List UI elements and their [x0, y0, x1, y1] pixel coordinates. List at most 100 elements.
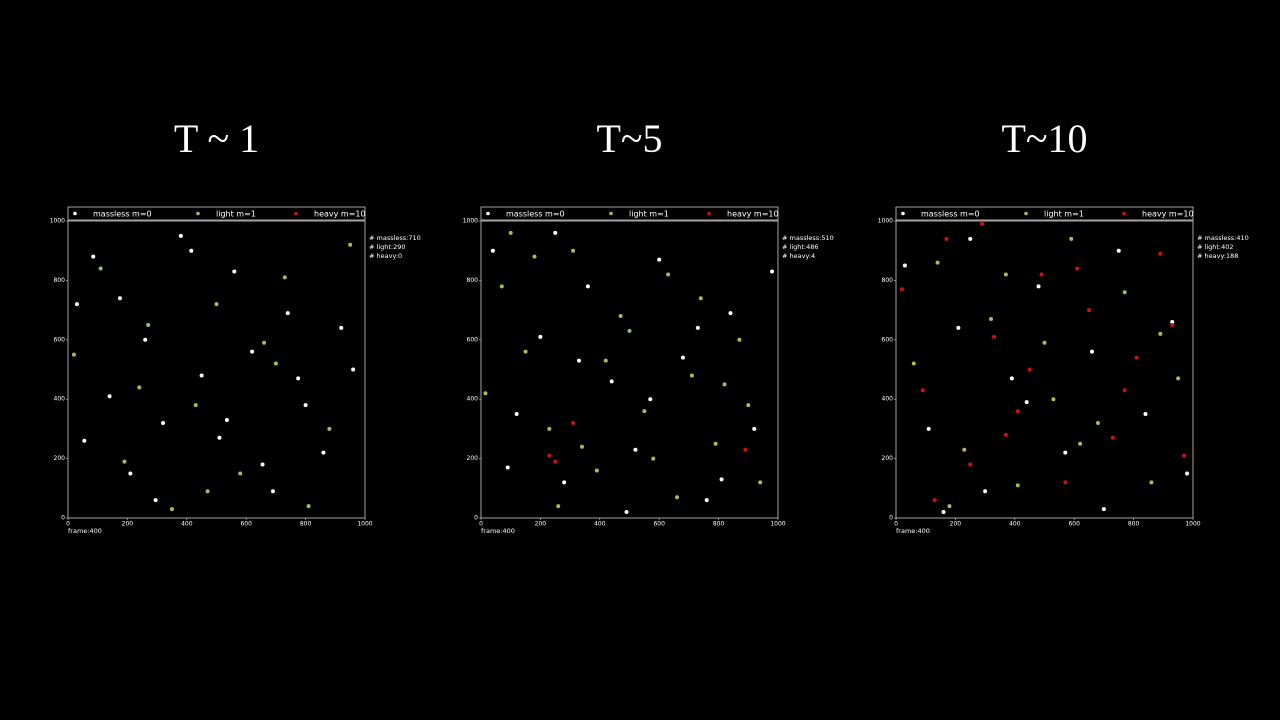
particle — [547, 426, 552, 431]
particle — [1063, 450, 1068, 455]
particle — [351, 367, 356, 372]
particle — [137, 385, 142, 390]
particle — [348, 242, 353, 247]
x-tick-label: 1000 — [1185, 521, 1200, 528]
particle — [1027, 367, 1032, 372]
particle — [698, 296, 703, 301]
particle — [1176, 376, 1181, 381]
y-tick-label: 200 — [467, 455, 479, 462]
count-label: # light:486 — [782, 243, 819, 251]
particle — [642, 409, 647, 414]
particle — [217, 435, 222, 440]
chart-title: T ~ 1 — [174, 116, 259, 161]
x-tick-label: 200 — [122, 521, 134, 528]
particle — [538, 334, 543, 339]
legend-marker — [1024, 211, 1028, 216]
legend-marker — [294, 211, 298, 216]
particle — [1170, 319, 1175, 324]
particle — [193, 403, 198, 408]
y-tick-label: 400 — [54, 396, 66, 403]
particle — [1149, 480, 1154, 485]
legend-marker — [1122, 211, 1126, 216]
legend-label: heavy m=10 — [314, 210, 366, 219]
particle — [689, 373, 694, 378]
x-tick-label: 400 — [594, 521, 606, 528]
particle — [633, 447, 638, 452]
particle — [594, 468, 599, 473]
particle — [603, 358, 608, 363]
particle — [1182, 453, 1187, 458]
particle — [648, 397, 653, 402]
particle — [562, 480, 567, 485]
legend-marker — [73, 211, 77, 216]
particle — [1024, 400, 1029, 405]
particle — [306, 504, 311, 509]
legend-box — [480, 206, 779, 221]
y-tick-label: 0 — [61, 515, 65, 522]
particle — [1003, 432, 1008, 437]
legend-label: light m=1 — [629, 210, 669, 219]
particle — [911, 361, 916, 366]
particle — [1015, 483, 1020, 488]
x-tick-label: 0 — [479, 521, 483, 528]
chart-title: T~5 — [596, 116, 662, 161]
particle — [902, 263, 907, 268]
particle — [758, 480, 763, 485]
particle — [499, 284, 504, 289]
particle — [666, 272, 671, 277]
legend-marker — [901, 211, 905, 216]
y-tick-label: 1000 — [50, 218, 65, 225]
particle — [920, 388, 925, 393]
count-label: # light:290 — [369, 243, 406, 251]
x-tick-label: 600 — [653, 521, 665, 528]
particle — [339, 325, 344, 330]
particle — [296, 376, 301, 381]
particle — [680, 355, 685, 360]
particle — [1039, 272, 1044, 277]
particle — [260, 462, 265, 467]
particle — [508, 230, 513, 235]
particle — [968, 236, 973, 241]
particle — [968, 462, 973, 467]
particle — [989, 317, 994, 322]
particle — [1090, 349, 1095, 354]
y-tick-label: 1000 — [878, 218, 893, 225]
x-tick-label: 800 — [1128, 521, 1140, 528]
particle — [609, 379, 614, 384]
particle — [169, 507, 174, 512]
particle — [944, 236, 949, 241]
particle — [992, 334, 997, 339]
particle — [505, 465, 510, 470]
frame-label: frame:400 — [68, 527, 102, 535]
particle — [1143, 412, 1148, 417]
particle — [122, 459, 127, 464]
y-tick-label: 200 — [882, 455, 894, 462]
particle — [128, 471, 133, 476]
x-tick-label: 800 — [713, 521, 725, 528]
y-tick-label: 1000 — [463, 218, 478, 225]
count-label: # heavy:0 — [369, 252, 402, 260]
legend-marker — [707, 211, 711, 216]
count-label: # heavy:4 — [782, 252, 815, 260]
y-tick-label: 400 — [882, 396, 894, 403]
particle — [728, 311, 733, 316]
legend-marker — [486, 211, 490, 216]
y-tick-label: 600 — [882, 336, 894, 343]
particle — [743, 447, 748, 452]
particle — [1075, 266, 1080, 271]
particle — [713, 441, 718, 446]
particle — [146, 322, 151, 327]
x-tick-label: 200 — [535, 521, 547, 528]
particle — [1158, 251, 1163, 256]
particle — [107, 394, 112, 399]
particle — [770, 269, 775, 274]
particle — [1078, 441, 1083, 446]
particle — [651, 456, 656, 461]
particle — [327, 426, 332, 431]
x-tick-label: 600 — [1068, 521, 1080, 528]
legend-label: massless m=0 — [93, 210, 152, 219]
particle — [746, 403, 751, 408]
particle — [585, 284, 590, 289]
y-tick-label: 0 — [474, 515, 478, 522]
